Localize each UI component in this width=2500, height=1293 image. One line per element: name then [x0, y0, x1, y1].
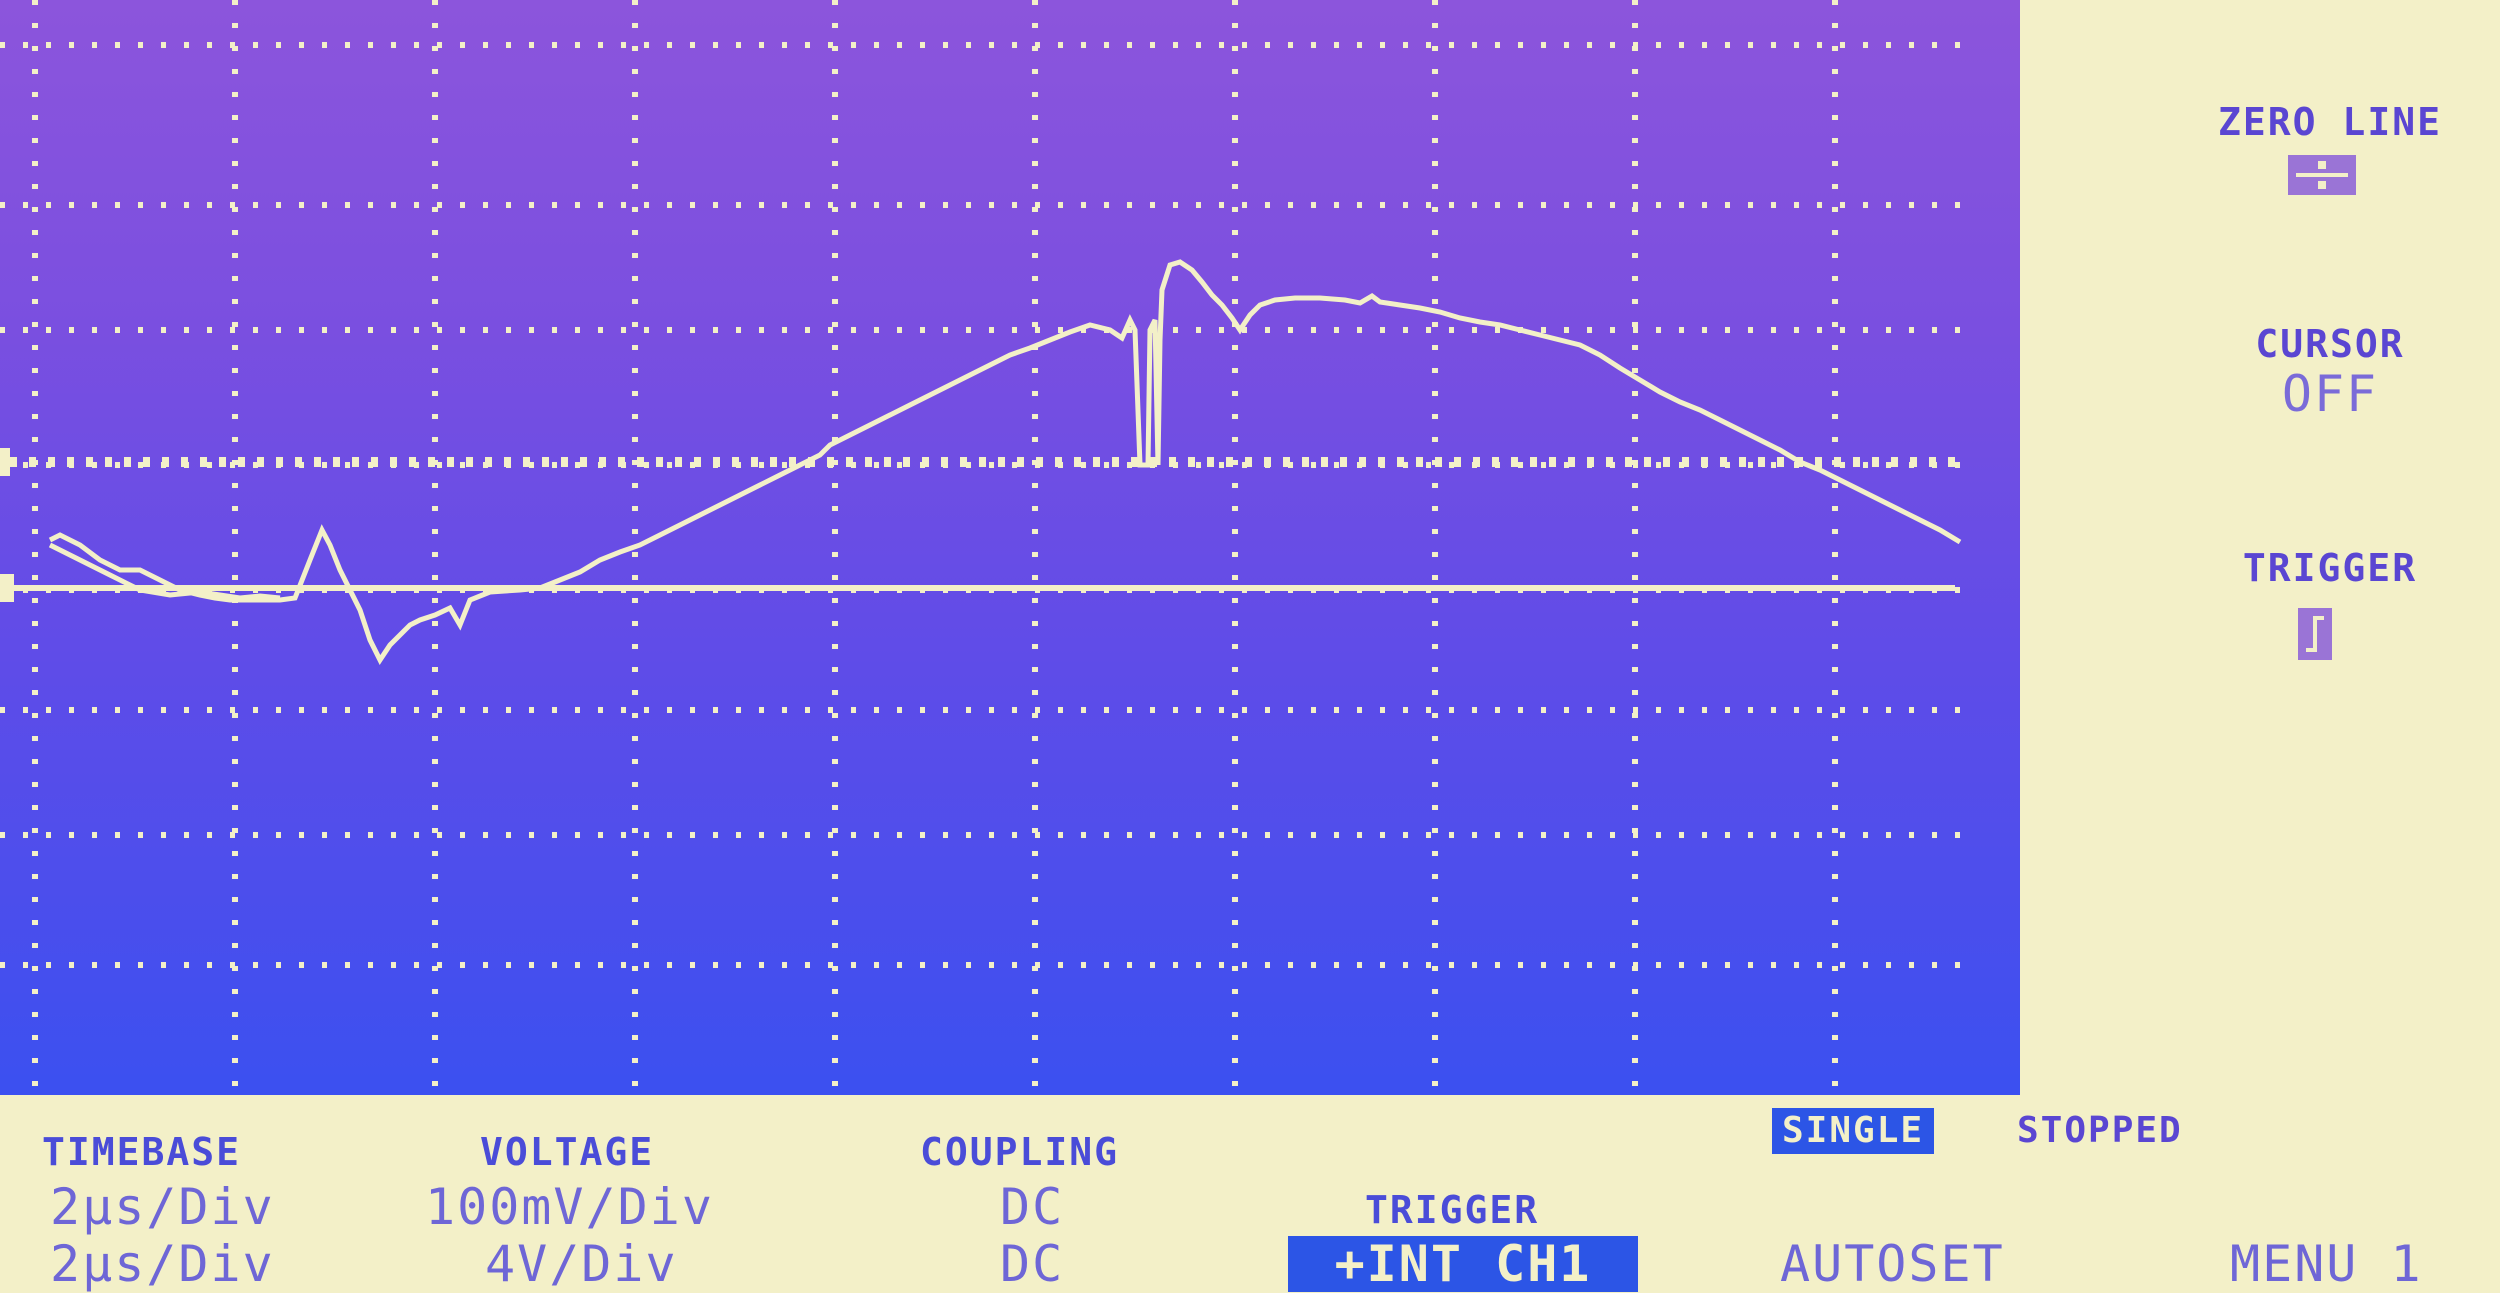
signal-trace [48, 259, 1962, 665]
trigger-side-label: TRIGGER [2242, 546, 2418, 590]
ch2-marker [0, 574, 14, 602]
acquisition-state: STOPPED [2017, 1110, 2183, 1151]
timebase-ch1: 2μs/Div [50, 1178, 275, 1236]
trigger-header: TRIGGER [1365, 1188, 1540, 1232]
signal-trace-2 [48, 542, 281, 601]
timebase-ch2: 2μs/Div [50, 1235, 275, 1293]
zero-line-icon[interactable] [2288, 155, 2356, 195]
menu1-button[interactable]: MENU 1 [2230, 1235, 2423, 1293]
trigger-source-button[interactable]: +INT CH1 [1288, 1236, 1638, 1292]
ch1-marker [0, 448, 10, 476]
coupling-ch2: DC [1000, 1235, 1065, 1293]
voltage-ch1: 100mV/Div [425, 1178, 714, 1236]
voltage-header: VOLTAGE [480, 1130, 655, 1174]
autoset-button[interactable]: AUTOSET [1780, 1235, 2005, 1293]
coupling-header: COUPLING [920, 1130, 1120, 1174]
graticule-grid [0, 0, 1960, 1095]
oscilloscope-screen [0, 0, 2020, 1095]
cursor-value[interactable]: OFF [2281, 365, 2379, 423]
cursor-label: CURSOR [2255, 322, 2405, 366]
mode-badge[interactable]: SINGLE [1772, 1108, 1935, 1154]
zero-line-label: ZERO LINE [2218, 100, 2442, 144]
voltage-ch2: 4V/Div [485, 1235, 678, 1293]
coupling-ch1: DC [1000, 1178, 1065, 1236]
waveform-display [0, 0, 2020, 1095]
timebase-header: TIMEBASE [42, 1130, 242, 1174]
trigger-slope-icon[interactable] [2298, 608, 2332, 660]
